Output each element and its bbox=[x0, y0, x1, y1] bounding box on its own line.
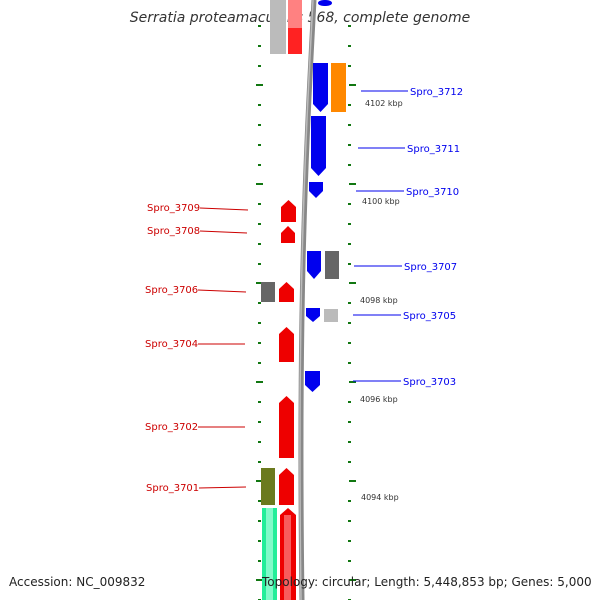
minor-tick-left bbox=[258, 441, 261, 443]
feature-top-gray[interactable] bbox=[270, 0, 286, 54]
minor-tick-right bbox=[348, 243, 351, 245]
major-tick-left bbox=[256, 84, 263, 86]
scale-label-4102: 4102 kbp bbox=[365, 99, 403, 108]
scale-label-4098: 4098 kbp bbox=[360, 296, 398, 305]
gene-label-spro-3708[interactable]: Spro_3708 bbox=[147, 226, 200, 237]
minor-tick-right bbox=[348, 104, 351, 106]
gene-spro-3701[interactable] bbox=[261, 468, 294, 505]
scale-label-4096: 4096 kbp bbox=[360, 395, 398, 404]
minor-tick-left bbox=[258, 560, 261, 562]
feature-top-red[interactable] bbox=[288, 0, 302, 54]
minor-tick-right bbox=[348, 322, 351, 324]
major-tick-left bbox=[256, 381, 263, 383]
major-tick-left bbox=[256, 480, 263, 482]
gene-label-spro-3702[interactable]: Spro_3702 bbox=[145, 422, 198, 433]
minor-tick-left bbox=[258, 223, 261, 225]
major-tick-right bbox=[349, 183, 356, 185]
major-tick-left bbox=[256, 579, 263, 581]
minor-tick-right bbox=[348, 25, 351, 27]
minor-tick-right bbox=[348, 461, 351, 463]
minor-tick-left bbox=[258, 362, 261, 364]
gene-spro-3707[interactable] bbox=[307, 251, 339, 279]
minor-tick-left bbox=[258, 144, 261, 146]
gene-label-spro-3709[interactable]: Spro_3709 bbox=[147, 203, 200, 214]
major-tick-left bbox=[256, 282, 263, 284]
minor-tick-right bbox=[348, 302, 351, 304]
minor-tick-left bbox=[258, 500, 261, 502]
gene-spro-3705[interactable] bbox=[306, 308, 338, 322]
minor-tick-right bbox=[348, 421, 351, 423]
minor-tick-right bbox=[348, 263, 351, 265]
minor-tick-left bbox=[258, 401, 261, 403]
minor-tick-right bbox=[348, 520, 351, 522]
major-tick-right bbox=[349, 282, 356, 284]
major-tick-right bbox=[349, 84, 356, 86]
gene-label-spro-3701[interactable]: Spro_3701 bbox=[146, 483, 199, 494]
minor-tick-left bbox=[258, 540, 261, 542]
minor-tick-left bbox=[258, 45, 261, 47]
genome-backbone bbox=[298, 0, 317, 600]
gene-label-spro-3707[interactable]: Spro_3707 bbox=[404, 262, 457, 273]
gene-spro-3706[interactable] bbox=[261, 282, 294, 302]
minor-tick-right bbox=[348, 65, 351, 67]
minor-tick-left bbox=[258, 124, 261, 126]
gene-label-spro-3705[interactable]: Spro_3705 bbox=[403, 311, 456, 322]
gene-label-spro-3703[interactable]: Spro_3703 bbox=[403, 377, 456, 388]
gene-spro-3712[interactable] bbox=[313, 63, 346, 112]
feature-bottom-red[interactable] bbox=[280, 508, 296, 600]
minor-tick-left bbox=[258, 342, 261, 344]
minor-tick-left bbox=[258, 104, 261, 106]
minor-tick-right bbox=[348, 342, 351, 344]
gene-spro-3704[interactable] bbox=[279, 327, 294, 362]
scale-label-4100: 4100 kbp bbox=[362, 197, 400, 206]
major-tick-right bbox=[349, 480, 356, 482]
gene-spro-3708[interactable] bbox=[281, 226, 295, 243]
minor-tick-right bbox=[348, 203, 351, 205]
minor-tick-right bbox=[348, 144, 351, 146]
major-tick-left bbox=[256, 183, 263, 185]
minor-tick-left bbox=[258, 520, 261, 522]
gene-spro-3702[interactable] bbox=[279, 396, 294, 458]
minor-tick-left bbox=[258, 263, 261, 265]
minor-tick-right bbox=[348, 401, 351, 403]
gene-spro-3709[interactable] bbox=[281, 200, 296, 222]
minor-tick-left bbox=[258, 65, 261, 67]
minor-tick-left bbox=[258, 164, 261, 166]
minor-tick-right bbox=[348, 441, 351, 443]
accession-text: Accession: NC_009832 bbox=[9, 575, 146, 589]
major-tick-right bbox=[349, 381, 356, 383]
minor-tick-left bbox=[258, 203, 261, 205]
minor-tick-left bbox=[258, 322, 261, 324]
scale-label-4094: 4094 kbp bbox=[361, 493, 399, 502]
feature-bottom-teal[interactable] bbox=[262, 508, 277, 600]
minor-tick-right bbox=[348, 362, 351, 364]
minor-tick-left bbox=[258, 25, 261, 27]
tick-marks bbox=[256, 25, 356, 600]
gene-label-spro-3710[interactable]: Spro_3710 bbox=[406, 187, 459, 198]
gene-label-spro-3712[interactable]: Spro_3712 bbox=[410, 87, 463, 98]
gene-label-spro-3704[interactable]: Spro_3704 bbox=[145, 339, 198, 350]
minor-tick-right bbox=[348, 500, 351, 502]
minor-tick-right bbox=[348, 540, 351, 542]
minor-tick-right bbox=[348, 45, 351, 47]
minor-tick-right bbox=[348, 164, 351, 166]
feature-top-blue[interactable] bbox=[318, 0, 332, 6]
minor-tick-right bbox=[348, 124, 351, 126]
minor-tick-right bbox=[348, 560, 351, 562]
minor-tick-left bbox=[258, 461, 261, 463]
minor-tick-right bbox=[348, 223, 351, 225]
gene-spro-3703[interactable] bbox=[305, 371, 320, 392]
gene-label-spro-3711[interactable]: Spro_3711 bbox=[407, 144, 460, 155]
minor-tick-left bbox=[258, 421, 261, 423]
topology-info-text: Topology: circular; Length: 5,448,853 bp… bbox=[262, 575, 592, 589]
minor-tick-left bbox=[258, 302, 261, 304]
major-tick-right bbox=[349, 579, 356, 581]
gene-label-spro-3706[interactable]: Spro_3706 bbox=[145, 285, 198, 296]
gene-spro-3710[interactable] bbox=[309, 182, 323, 198]
minor-tick-left bbox=[258, 243, 261, 245]
gene-spro-3711[interactable] bbox=[311, 116, 326, 176]
